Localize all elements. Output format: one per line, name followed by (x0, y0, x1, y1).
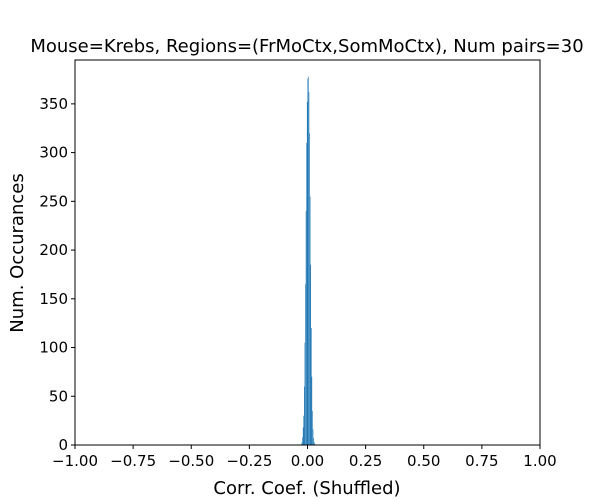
histogram-bar (312, 429, 314, 445)
histogram-bar (311, 376, 313, 445)
histogram-bar (313, 438, 314, 445)
histogram-bar (312, 410, 313, 445)
histogram-bar (308, 76, 309, 446)
chart-title: Mouse=Krebs, Regions=(FrMoCtx,SomMoCtx),… (30, 36, 583, 57)
x-tick-label: 1.00 (523, 452, 556, 470)
histogram-bar (305, 211, 307, 445)
x-tick-label: −0.75 (110, 452, 156, 470)
x-tick-label: 0.25 (349, 452, 382, 470)
y-tick-label: 0 (58, 436, 68, 454)
histogram-bar (304, 386, 305, 445)
histogram-bar (313, 442, 315, 445)
histogram-bar (310, 328, 312, 445)
y-tick-label: 300 (39, 144, 68, 162)
x-tick-label: −1.00 (52, 452, 98, 470)
histogram-bar (301, 442, 303, 445)
y-tick-label: 150 (39, 290, 68, 308)
histogram-bar (303, 415, 305, 445)
histogram-bar (304, 342, 306, 445)
x-tick-label: −0.50 (168, 452, 214, 470)
histogram-bar (306, 142, 307, 446)
y-axis: 0 50 100 150 200 250 300 350 (39, 95, 75, 454)
histogram-bar (309, 196, 311, 445)
y-tick-label: 100 (39, 339, 68, 357)
y-tick-label: 350 (39, 95, 68, 113)
histogram-bar (306, 101, 308, 446)
histogram-bar (308, 92, 310, 446)
histogram-bar (302, 427, 304, 445)
x-axis-title: Corr. Coef. (Shuffled) (213, 478, 400, 499)
histogram-bar (305, 284, 306, 445)
histogram-bar (302, 437, 303, 445)
y-tick-label: 250 (39, 192, 68, 210)
x-tick-label: −0.25 (226, 452, 272, 470)
x-axis: −1.00 −0.75 −0.50 −0.25 0.00 0.25 0.50 0.75 1.00 (52, 445, 557, 470)
bars-group (301, 76, 316, 446)
y-tick-label: 200 (39, 241, 68, 259)
y-axis-title: Num. Occurances (7, 173, 28, 332)
x-tick-label: 0.00 (291, 452, 324, 470)
histogram-bar (310, 264, 312, 445)
x-tick-label: 0.50 (407, 452, 440, 470)
histogram-bar (307, 78, 309, 446)
x-tick-label: 0.75 (465, 452, 498, 470)
y-tick-label: 50 (49, 387, 68, 405)
histogram-bar (309, 133, 310, 446)
